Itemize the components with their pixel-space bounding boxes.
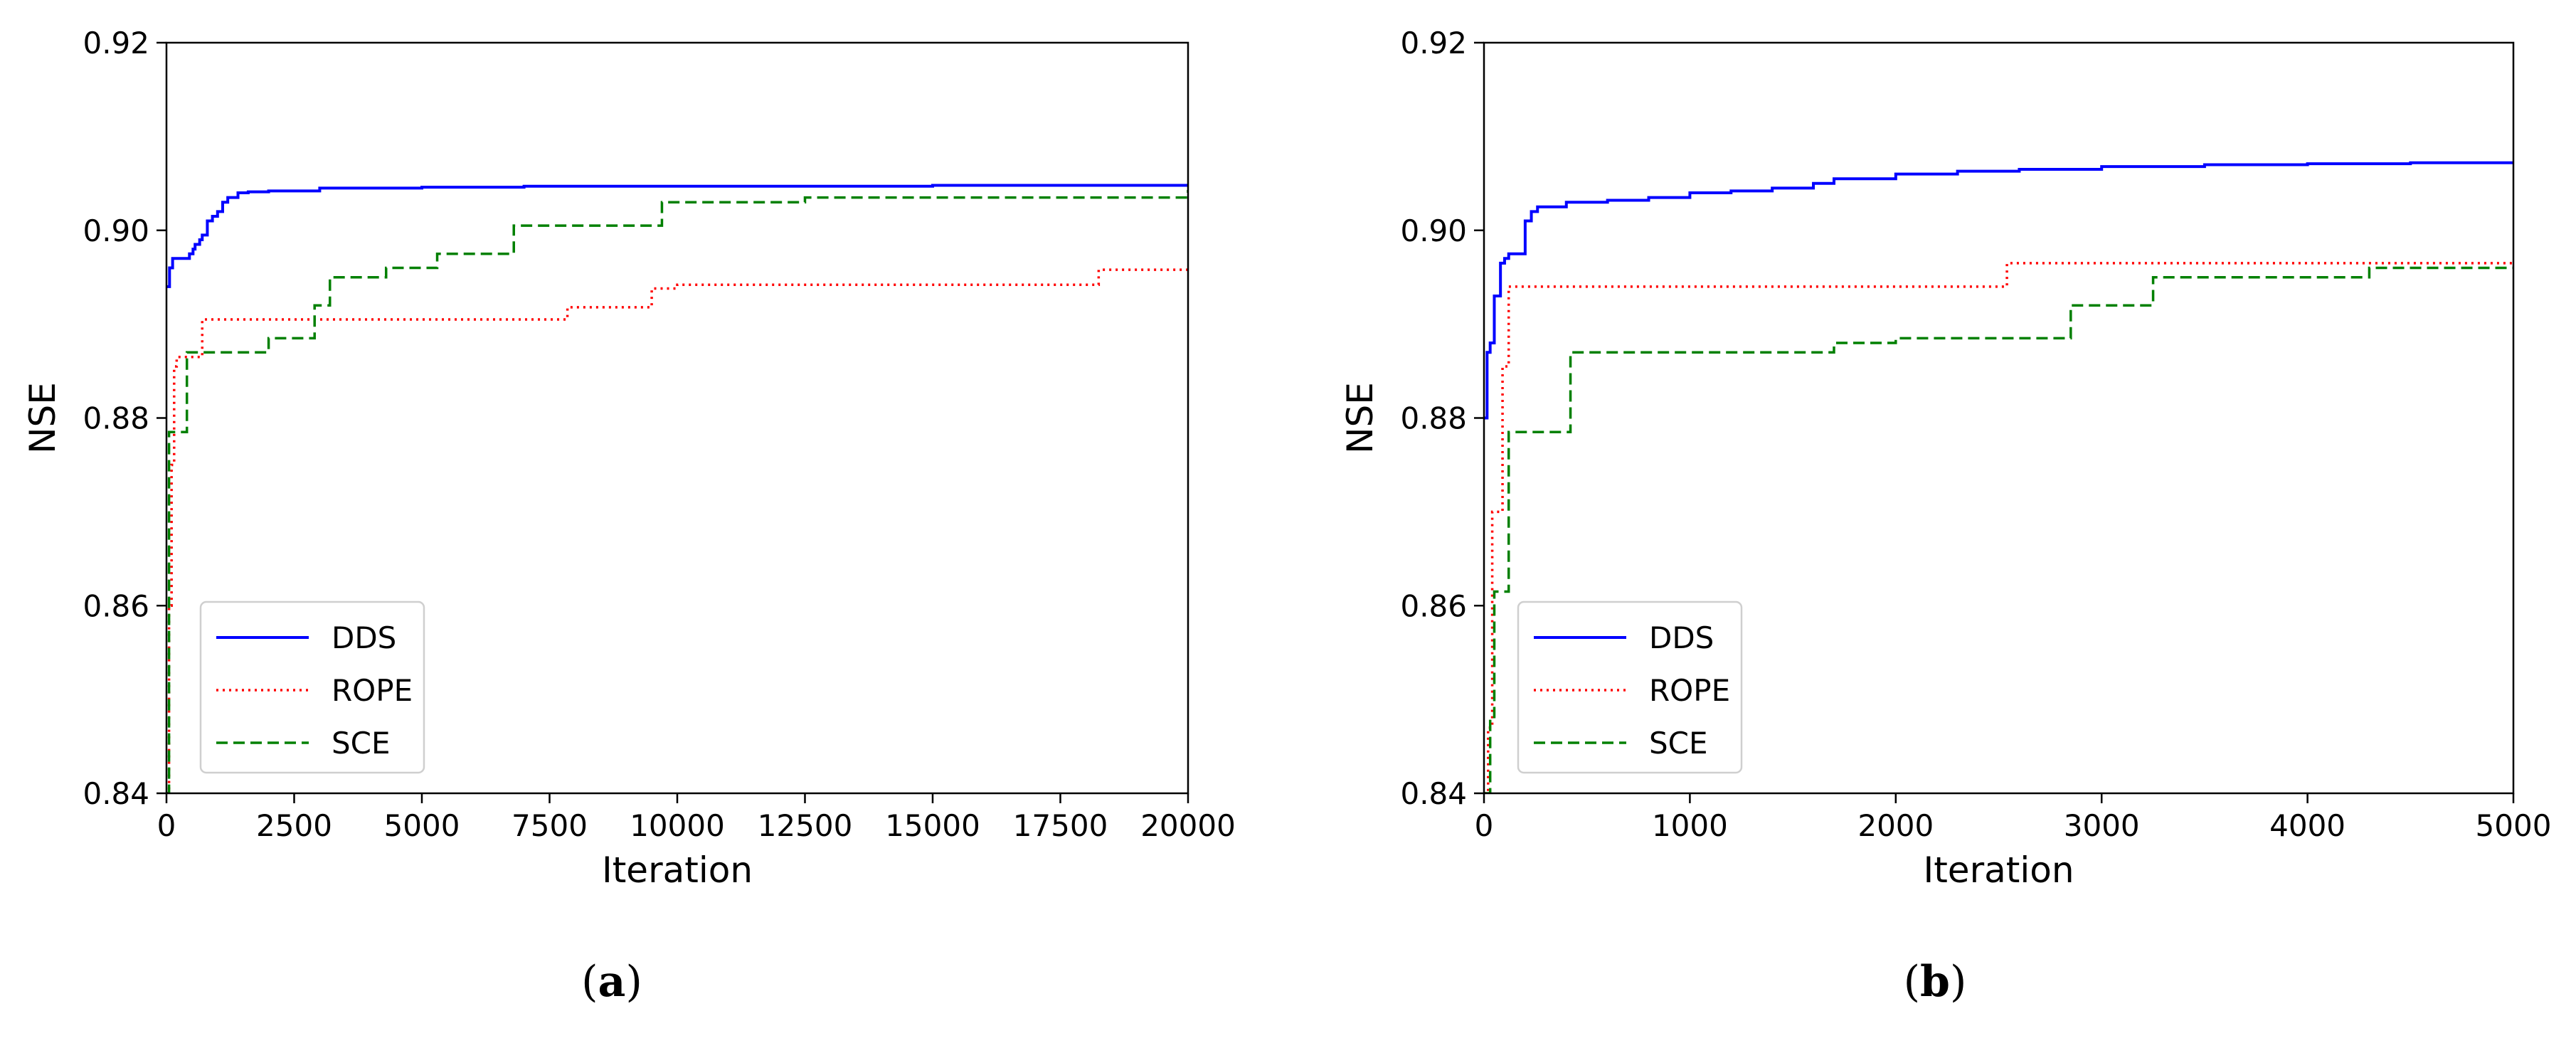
x-tick-label: 4000 bbox=[2269, 808, 2346, 843]
legend-label-dds: DDS bbox=[1649, 620, 1714, 655]
panel-label: (a) bbox=[581, 957, 642, 1007]
x-tick-label: 2000 bbox=[1857, 808, 1934, 843]
x-tick-label: 0 bbox=[1475, 808, 1494, 843]
x-tick-label: 5000 bbox=[384, 808, 460, 843]
legend: DDS ROPE SCE bbox=[1517, 600, 1743, 774]
series-line-sce bbox=[1484, 266, 2513, 793]
chart-panel-b: 0 1000 2000 3000 4000 5000 0.84 0.86 0.88 0.90 0.9… bbox=[1340, 26, 2551, 1007]
y-tick-label: 0.86 bbox=[83, 588, 149, 623]
series-line-dds bbox=[1484, 161, 2513, 420]
legend: DDS ROPE SCE bbox=[199, 600, 425, 774]
x-tick-label: 20000 bbox=[1140, 808, 1236, 843]
x-axis-title: Iteration bbox=[602, 849, 753, 891]
legend-label-sce: SCE bbox=[1649, 726, 1708, 761]
legend-label-dds: DDS bbox=[332, 620, 396, 655]
x-tick-label: 17500 bbox=[1013, 808, 1108, 843]
x-tick-label: 5000 bbox=[2476, 808, 2552, 843]
y-tick-label: 0.90 bbox=[1400, 213, 1467, 248]
x-tick-label: 12500 bbox=[758, 808, 853, 843]
y-tick-label: 0.92 bbox=[1400, 26, 1467, 60]
y-tick-label: 0.88 bbox=[83, 401, 149, 436]
x-tick-label: 2500 bbox=[256, 808, 332, 843]
chart-panel-a: 0 2500 5000 7500 10000 12500 15000 17500 20000 0.… bbox=[22, 26, 1236, 1007]
y-tick-label: 0.92 bbox=[83, 26, 149, 60]
panel-label: (b) bbox=[1904, 957, 1967, 1007]
legend-box bbox=[199, 600, 425, 774]
x-tick-label: 10000 bbox=[630, 808, 725, 843]
legend-label-rope: ROPE bbox=[1649, 673, 1730, 708]
legend-label-sce: SCE bbox=[332, 726, 391, 761]
y-tick-label: 0.84 bbox=[83, 776, 149, 811]
legend-box bbox=[1517, 600, 1743, 774]
series-line-dds bbox=[166, 184, 1188, 288]
y-axis-title: NSE bbox=[1340, 382, 1381, 454]
series-line-rope bbox=[166, 268, 1188, 793]
x-tick-label: 3000 bbox=[2064, 808, 2140, 843]
x-tick-label: 1000 bbox=[1652, 808, 1728, 843]
y-axis-title: NSE bbox=[22, 382, 63, 454]
y-tick-label: 0.90 bbox=[83, 213, 149, 248]
legend-label-rope: ROPE bbox=[332, 673, 413, 708]
y-tick-label: 0.84 bbox=[1400, 776, 1467, 811]
x-tick-label: 7500 bbox=[512, 808, 588, 843]
x-tick-label: 15000 bbox=[885, 808, 980, 843]
series-line-sce bbox=[166, 190, 1188, 793]
x-tick-label: 0 bbox=[157, 808, 176, 843]
y-tick-label: 0.88 bbox=[1400, 401, 1467, 436]
x-axis-title: Iteration bbox=[1923, 849, 2074, 891]
y-tick-label: 0.86 bbox=[1400, 588, 1467, 623]
